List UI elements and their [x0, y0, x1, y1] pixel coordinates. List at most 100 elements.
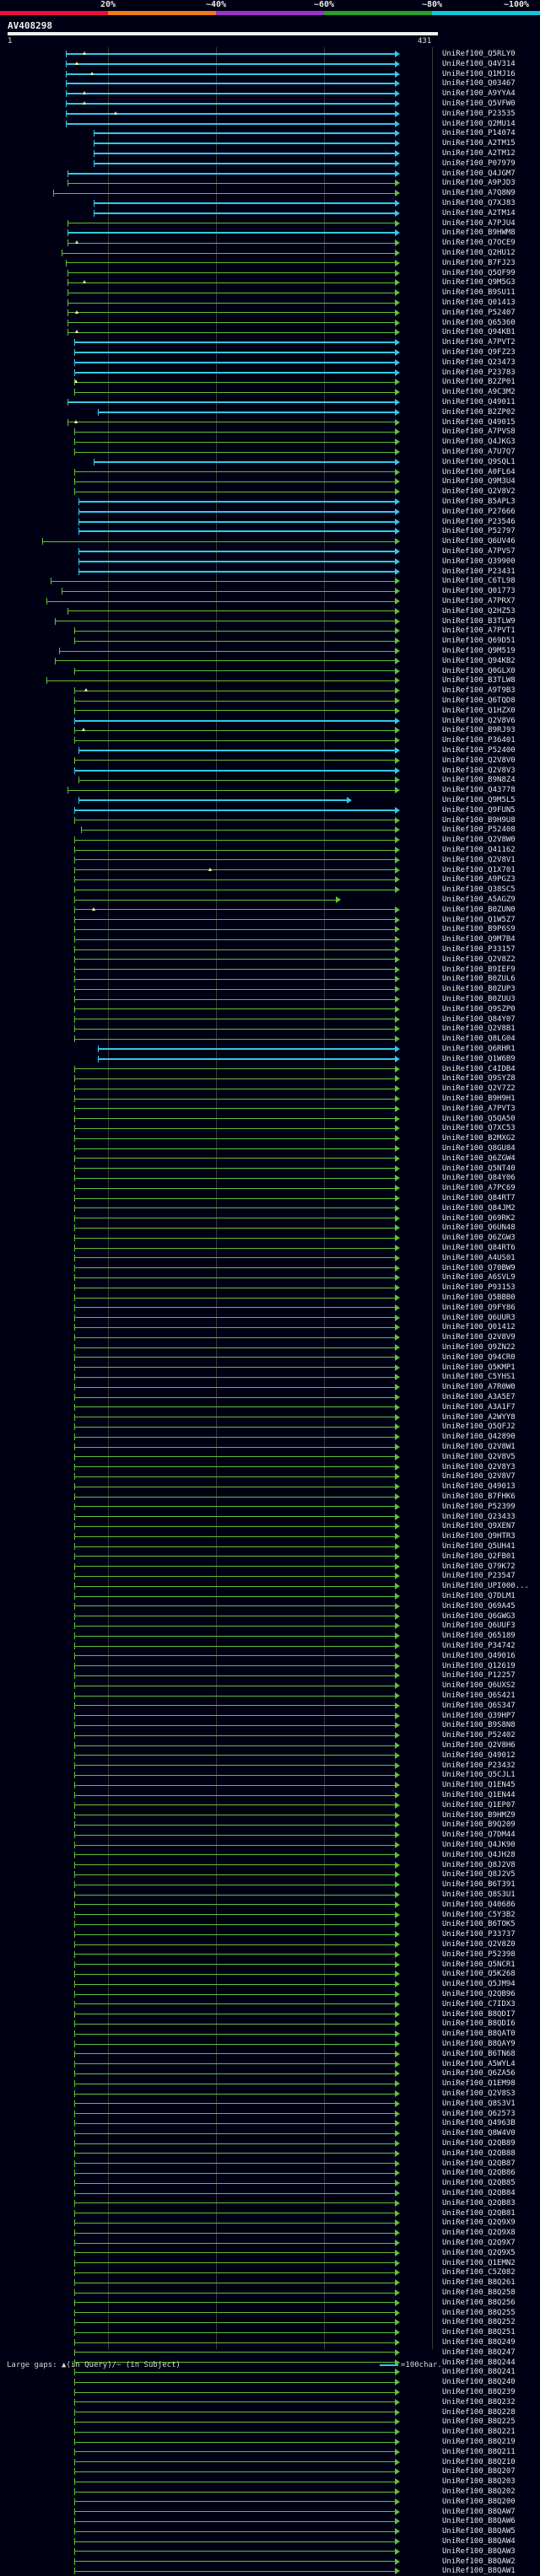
hit-row[interactable]: UniRef100_Q6UN48: [0, 1223, 540, 1233]
hit-label[interactable]: UniRef100_Q01412: [442, 1323, 516, 1332]
hit-label[interactable]: UniRef100_B8Q221: [442, 2428, 516, 2437]
hit-label[interactable]: UniRef100_Q5KMP1: [442, 1363, 516, 1372]
hit-label[interactable]: UniRef100_B9H9H1: [442, 1094, 516, 1103]
hit-row[interactable]: UniRef100_B8Q239: [0, 2387, 540, 2397]
hit-label[interactable]: UniRef100_Q5K268: [442, 1970, 516, 1979]
hit-row[interactable]: UniRef100_Q03467: [0, 78, 540, 89]
hit-row[interactable]: UniRef100_Q7OCE9: [0, 238, 540, 248]
hit-label[interactable]: UniRef100_Q62573: [442, 2109, 516, 2118]
hit-label[interactable]: UniRef100_A7Q8N9: [442, 189, 516, 198]
hit-label[interactable]: UniRef100_B9RJ93: [442, 726, 516, 735]
hit-label[interactable]: UniRef100_A7PVS7: [442, 547, 516, 556]
hit-row[interactable]: UniRef100_A2TM14: [0, 208, 540, 218]
hit-label[interactable]: UniRef100_A7PJU4: [442, 218, 516, 228]
hit-label[interactable]: UniRef100_Q94KB1: [442, 328, 516, 337]
hit-row[interactable]: UniRef100_Q0GLX0: [0, 666, 540, 676]
hit-label[interactable]: UniRef100_Q79K72: [442, 1562, 516, 1571]
hit-row[interactable]: UniRef100_B8Q232: [0, 2397, 540, 2407]
hit-row[interactable]: UniRef100_Q2V8V2: [0, 487, 540, 497]
hit-row[interactable]: UniRef100_B9H9H1: [0, 1094, 540, 1104]
hit-row[interactable]: UniRef100_Q2V8V5: [0, 1452, 540, 1462]
hit-row[interactable]: UniRef100_A0FL64: [0, 467, 540, 477]
hit-row[interactable]: UniRef100_Q4963B: [0, 2118, 540, 2128]
hit-label[interactable]: UniRef100_Q2QB83: [442, 2198, 516, 2208]
hit-row[interactable]: UniRef100_Q12619: [0, 1661, 540, 1671]
hit-row[interactable]: UniRef100_Q2V8S3: [0, 2089, 540, 2099]
hit-label[interactable]: UniRef100_Q2Q9X9: [442, 2218, 516, 2228]
hit-label[interactable]: UniRef100_Q2V8V1: [442, 855, 516, 864]
hit-row[interactable]: UniRef100_Q6S421: [0, 1691, 540, 1701]
hit-label[interactable]: UniRef100_B8Q211: [442, 2447, 516, 2456]
hit-label[interactable]: UniRef100_Q6S421: [442, 1691, 516, 1700]
hit-row[interactable]: UniRef100_Q5K268: [0, 1969, 540, 1979]
hit-row[interactable]: UniRef100_Q4JH28: [0, 1850, 540, 1860]
hit-label[interactable]: UniRef100_Q2QB81: [442, 2208, 516, 2218]
hit-row[interactable]: UniRef100_Q01413: [0, 298, 540, 308]
hit-row[interactable]: UniRef100_C6TL98: [0, 576, 540, 586]
hit-label[interactable]: UniRef100_B5APL3: [442, 497, 516, 506]
hit-row[interactable]: UniRef100_Q1EP07: [0, 1800, 540, 1810]
hit-label[interactable]: UniRef100_Q1W6B9: [442, 1054, 516, 1063]
hit-row[interactable]: UniRef100_B9N8Z4: [0, 775, 540, 785]
hit-row[interactable]: UniRef100_Q2V8V0: [0, 756, 540, 766]
hit-label[interactable]: UniRef100_Q2V8V0: [442, 756, 516, 765]
hit-label[interactable]: UniRef100_P23547: [442, 1572, 516, 1581]
hit-label[interactable]: UniRef100_Q9FZ23: [442, 348, 516, 357]
hit-row[interactable]: UniRef100_Q49012: [0, 1750, 540, 1761]
hit-label[interactable]: UniRef100_B8Q240: [442, 2378, 516, 2387]
hit-label[interactable]: UniRef100_Q84RT7: [442, 1194, 516, 1202]
hit-label[interactable]: UniRef100_B8QDI7: [442, 2009, 516, 2019]
hit-row[interactable]: UniRef100_B8QAW1: [0, 2566, 540, 2576]
hit-label[interactable]: UniRef100_P23546: [442, 517, 516, 526]
hit-label[interactable]: UniRef100_Q41162: [442, 846, 516, 854]
hit-row[interactable]: UniRef100_Q94KB2: [0, 656, 540, 666]
hit-label[interactable]: UniRef100_Q9M3U4: [442, 477, 516, 487]
hit-label[interactable]: UniRef100_Q6UUF3: [442, 1621, 516, 1631]
hit-row[interactable]: UniRef100_B8QAW6: [0, 2516, 540, 2526]
hit-row[interactable]: UniRef100_B8QAW7: [0, 2507, 540, 2517]
hit-row[interactable]: UniRef100_Q42890: [0, 1432, 540, 1442]
hit-row[interactable]: UniRef100_A9C3M2: [0, 387, 540, 397]
hit-label[interactable]: UniRef100_B9P6S9: [442, 925, 516, 934]
hit-label[interactable]: UniRef100_Q8J2V8: [442, 1860, 516, 1869]
hit-row[interactable]: UniRef100_P33737: [0, 1929, 540, 1939]
hit-label[interactable]: UniRef100_Q6ZA56: [442, 2069, 516, 2079]
hit-row[interactable]: UniRef100_A7PVT3: [0, 1104, 540, 1114]
hit-row[interactable]: UniRef100_A7PVS8: [0, 427, 540, 437]
hit-label[interactable]: UniRef100_Q39900: [442, 557, 516, 566]
hit-label[interactable]: UniRef100_Q84Y07: [442, 1014, 516, 1024]
hit-label[interactable]: UniRef100_A7PVT1: [442, 627, 516, 636]
hit-row[interactable]: UniRef100_A7R0W0: [0, 1382, 540, 1392]
hit-row[interactable]: UniRef100_P33157: [0, 944, 540, 955]
hit-label[interactable]: UniRef100_Q9ZN22: [442, 1343, 516, 1352]
hit-row[interactable]: UniRef100_Q2QB86: [0, 2168, 540, 2178]
hit-label[interactable]: UniRef100_P34742: [442, 1642, 516, 1650]
hit-row[interactable]: UniRef100_Q2Q9X9: [0, 2218, 540, 2228]
hit-row[interactable]: UniRef100_Q9SQL1: [0, 457, 540, 467]
hit-label[interactable]: UniRef100_Q8S3U1: [442, 1890, 516, 1899]
hit-label[interactable]: UniRef100_B8Q256: [442, 2298, 516, 2307]
hit-row[interactable]: UniRef100_P27666: [0, 507, 540, 517]
hit-label[interactable]: UniRef100_Q2QB85: [442, 2179, 516, 2188]
hit-label[interactable]: UniRef100_Q5QFJ2: [442, 1422, 516, 1432]
hit-label[interactable]: UniRef100_Q9FY86: [442, 1303, 516, 1312]
hit-label[interactable]: UniRef100_Q2QB89: [442, 2139, 516, 2148]
hit-label[interactable]: UniRef100_Q69RK2: [442, 1213, 516, 1223]
hit-label[interactable]: UniRef100_P52399: [442, 1502, 516, 1511]
hit-label[interactable]: UniRef100_Q2V8Z0: [442, 1940, 516, 1949]
hit-row[interactable]: UniRef100_A3A5E7: [0, 1392, 540, 1402]
hit-row[interactable]: UniRef100_Q41162: [0, 845, 540, 855]
hit-label[interactable]: UniRef100_B8QDI6: [442, 2019, 516, 2029]
hit-label[interactable]: UniRef100_B8QAW7: [442, 2507, 516, 2516]
hit-row[interactable]: UniRef100_P23546: [0, 517, 540, 527]
hit-label[interactable]: UniRef100_Q1MJ16: [442, 69, 516, 78]
hit-label[interactable]: UniRef100_Q4JH28: [442, 1850, 516, 1859]
hit-row[interactable]: UniRef100_Q2V8V6: [0, 716, 540, 726]
hit-label[interactable]: UniRef100_P52400: [442, 746, 516, 755]
hit-label[interactable]: UniRef100_P23535: [442, 109, 516, 118]
hit-row[interactable]: UniRef100_Q1W5Z7: [0, 915, 540, 925]
hit-row[interactable]: UniRef100_B8Q261: [0, 2278, 540, 2288]
hit-row[interactable]: UniRef100_Q1HZX0: [0, 706, 540, 716]
hit-label[interactable]: UniRef100_P33737: [442, 1930, 516, 1939]
hit-row[interactable]: UniRef100_A9YYA4: [0, 89, 540, 99]
